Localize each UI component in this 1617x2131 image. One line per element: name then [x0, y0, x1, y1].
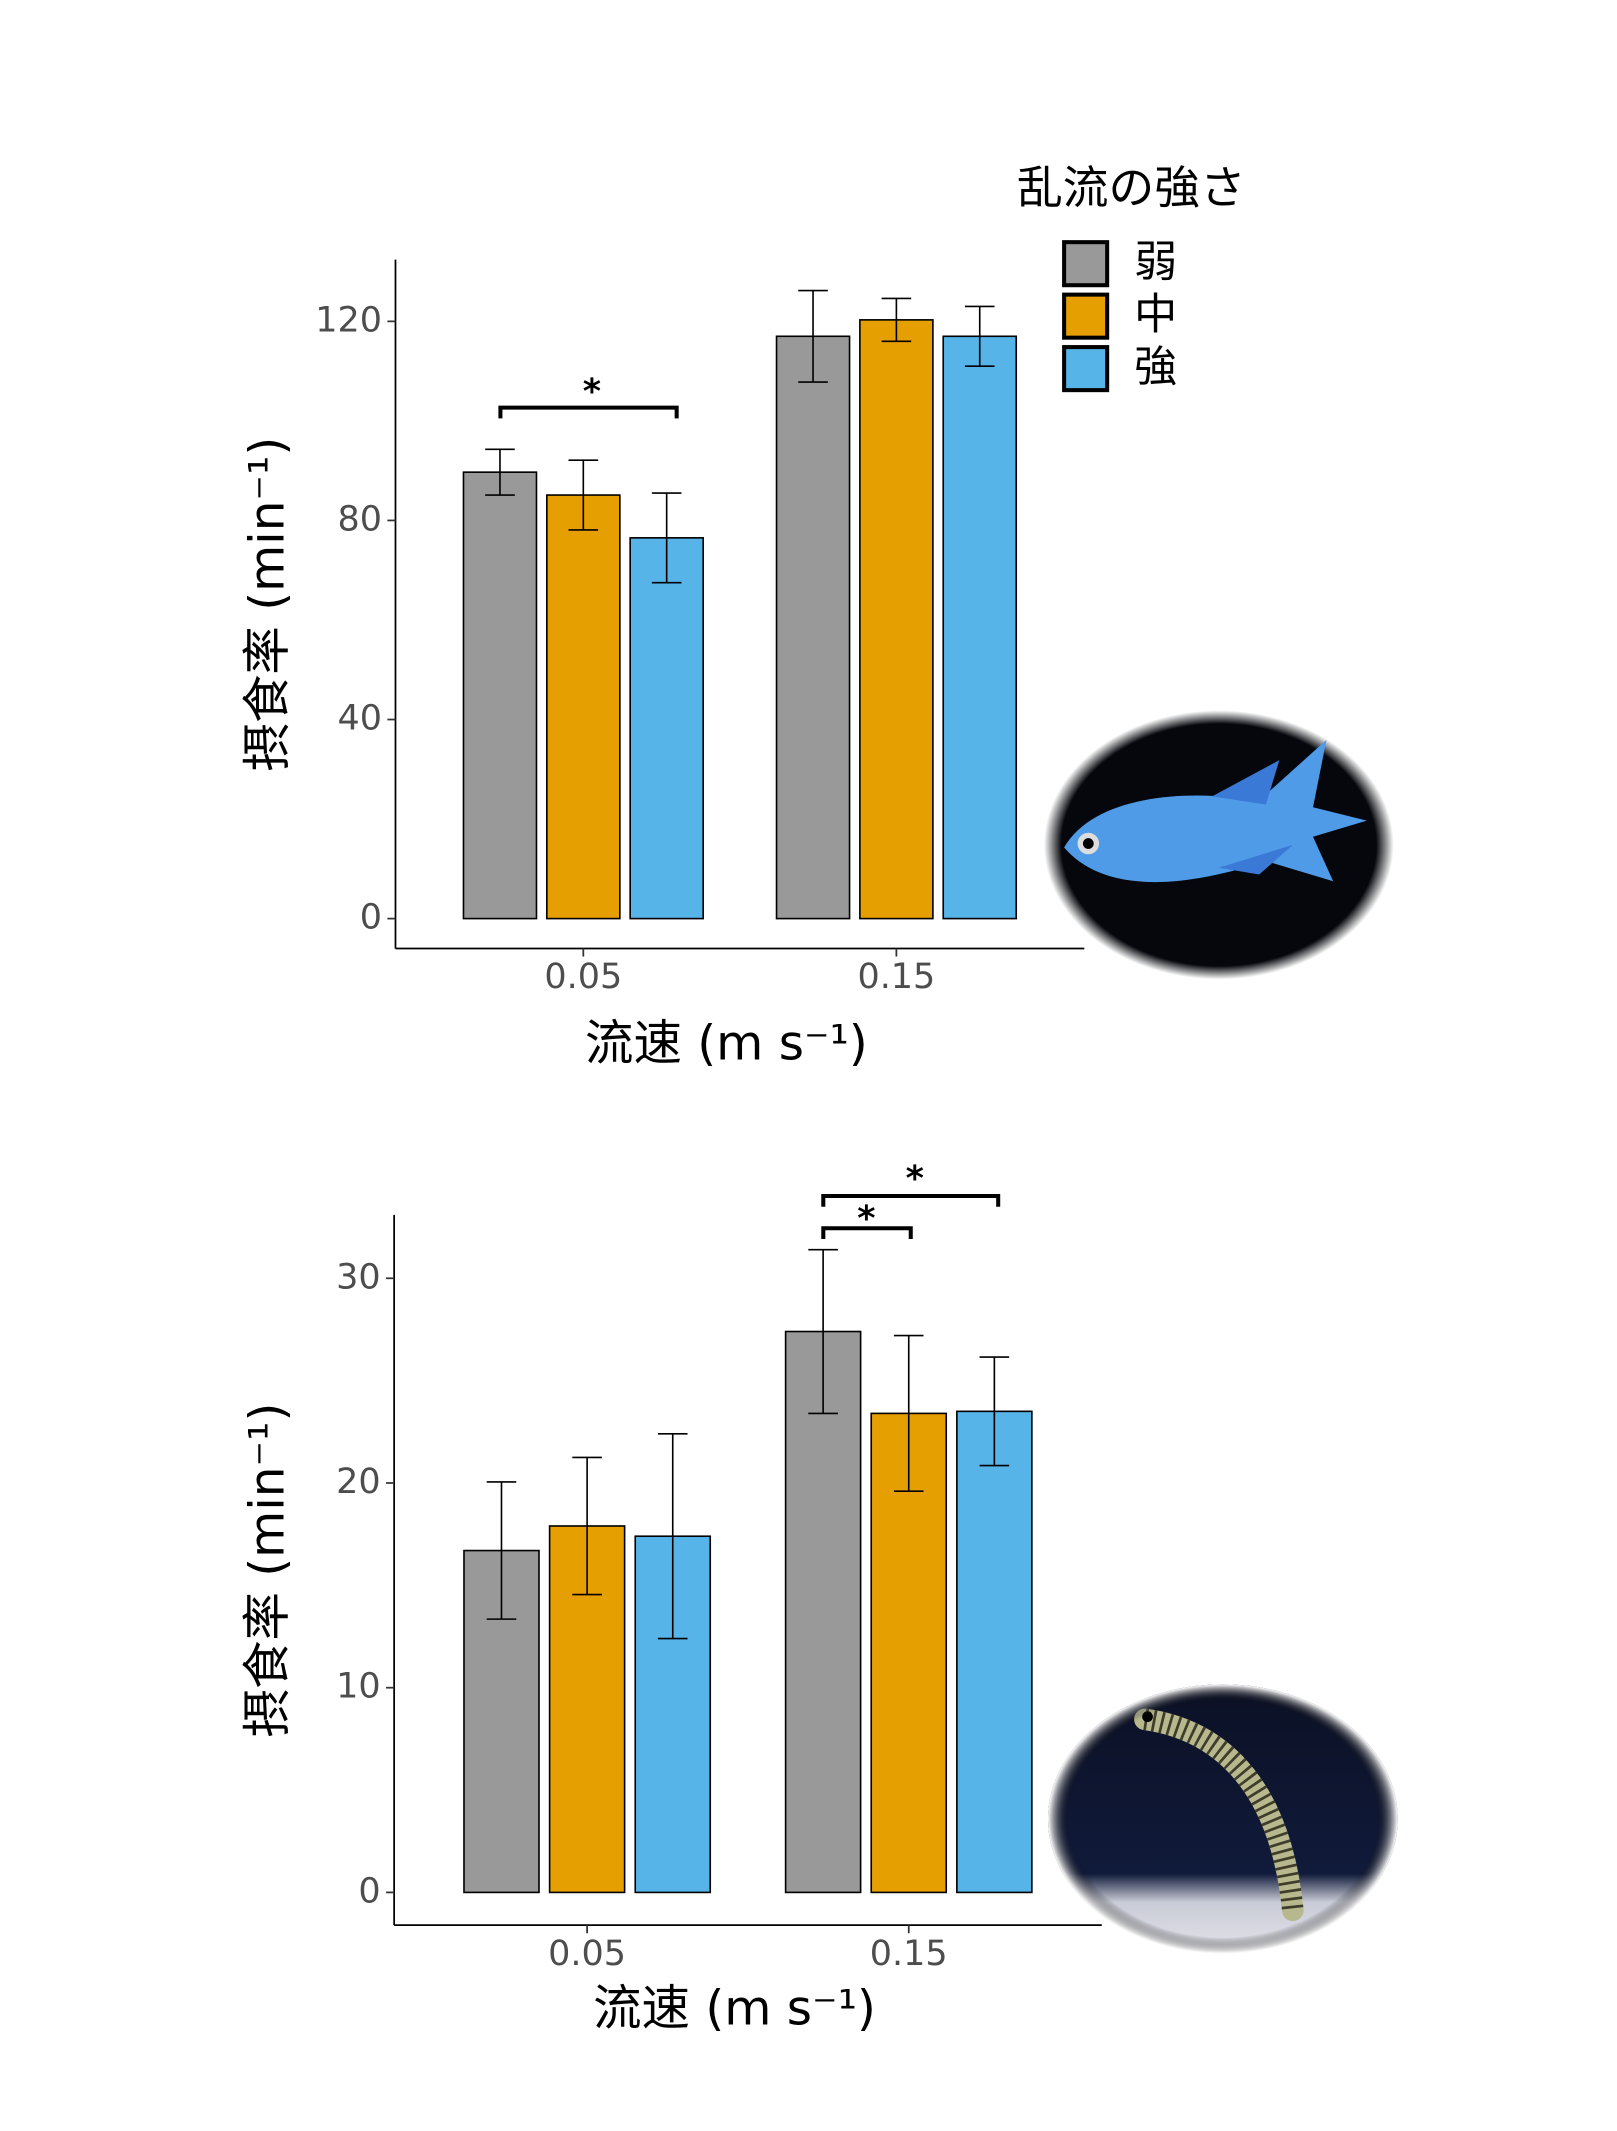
error-bar — [572, 1456, 602, 1596]
error-bar — [657, 1433, 688, 1640]
error-bar — [881, 297, 912, 343]
error-bar — [893, 1334, 924, 1492]
eel-photo — [1047, 1684, 1398, 1954]
legend-swatch — [1062, 345, 1110, 393]
error-bar — [568, 459, 599, 531]
significance-bracket — [821, 1193, 1001, 1207]
bar — [870, 1412, 948, 1894]
legend-swatch — [1062, 240, 1110, 288]
y-tick-label: 30 — [336, 1257, 381, 1297]
fish-photo — [1043, 710, 1394, 980]
legend-title: 乱流の強さ — [1017, 162, 1246, 215]
x-tick-label: 0.15 — [870, 1934, 948, 1974]
y-axis-title: 摂食率 (min⁻¹) — [239, 1403, 295, 1738]
error-bar — [651, 492, 682, 584]
bar — [546, 494, 621, 920]
bar — [784, 1330, 862, 1894]
x-tick-label: 0.05 — [548, 1934, 626, 1974]
significance-label: * — [906, 1159, 924, 1199]
legend-label: 弱 — [1134, 238, 1177, 288]
significance-bracket — [821, 1226, 913, 1240]
bar — [942, 335, 1018, 920]
legend-label: 強 — [1134, 342, 1177, 392]
bar — [629, 537, 704, 920]
y-tick-label: 120 — [315, 300, 382, 340]
y-tick-label: 20 — [336, 1462, 381, 1502]
error-bar — [808, 1248, 838, 1415]
y-tick-label: 10 — [336, 1667, 381, 1707]
legend-label: 中 — [1134, 290, 1177, 340]
error-bar — [486, 1481, 517, 1620]
y-axis-title: 摂食率 (min⁻¹) — [239, 437, 295, 772]
error-bar — [798, 289, 828, 383]
y-tick-label: 40 — [338, 699, 383, 739]
x-tick-label: 0.05 — [544, 957, 622, 997]
x-axis-title: 流速 (m s⁻¹) — [593, 1980, 876, 2036]
bar — [859, 319, 934, 920]
y-tick-label: 0 — [358, 1871, 380, 1911]
y-tick-label: 80 — [338, 499, 383, 539]
error-bar — [964, 305, 995, 367]
significance-bracket — [498, 405, 679, 419]
bar — [956, 1410, 1033, 1894]
x-axis-title: 流速 (m s⁻¹) — [585, 1016, 868, 1072]
legend: 乱流の強さ — [1017, 162, 1246, 215]
legend-swatch — [1062, 292, 1110, 340]
error-bar — [979, 1356, 1010, 1467]
bar — [634, 1535, 712, 1894]
significance-label: * — [857, 1199, 875, 1239]
bar — [462, 471, 538, 920]
bar — [775, 335, 851, 920]
significance-label: * — [583, 372, 601, 412]
x-tick-label: 0.15 — [857, 957, 935, 997]
y-tick-label: 0 — [360, 898, 382, 938]
error-bar — [485, 448, 515, 496]
